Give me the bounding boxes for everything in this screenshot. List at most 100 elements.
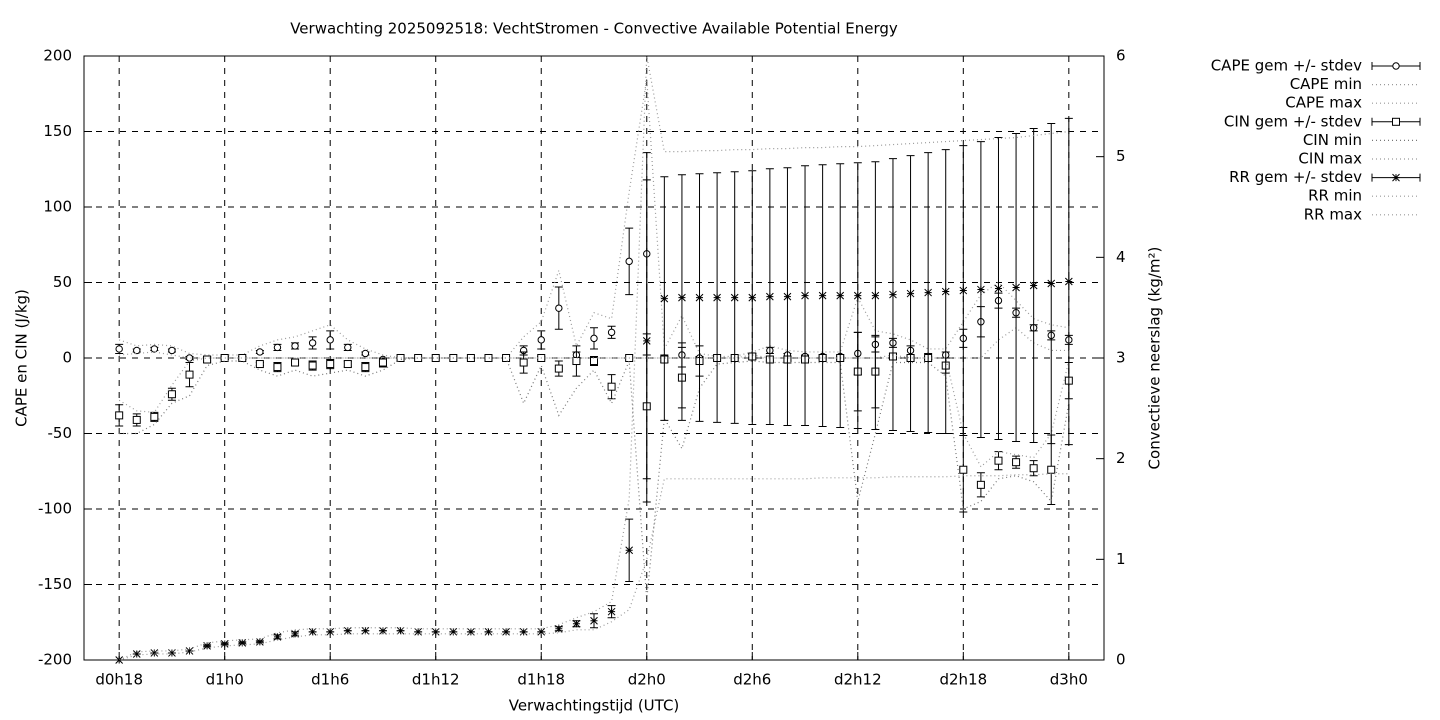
marker (115, 345, 123, 353)
marker (1047, 279, 1056, 288)
marker (941, 287, 950, 296)
marker (273, 363, 282, 372)
marker (467, 627, 475, 636)
marker (572, 357, 581, 366)
marker (713, 293, 721, 302)
marker (924, 288, 932, 297)
marker (590, 616, 598, 625)
marker (291, 342, 299, 350)
marker (537, 627, 546, 636)
marker (1029, 464, 1038, 473)
marker (519, 358, 528, 367)
marker (167, 390, 176, 399)
x-tick-label: d0h18 (95, 671, 143, 689)
marker (256, 638, 264, 646)
marker (590, 357, 598, 366)
marker (220, 640, 229, 648)
marker (625, 546, 634, 555)
legend-label: RR max (1304, 205, 1362, 223)
marker (344, 343, 352, 352)
legend-label: RR gem +/- stdev (1229, 168, 1362, 186)
x-tick-label: d2h6 (733, 671, 771, 689)
marker (555, 304, 563, 312)
marker (255, 360, 264, 369)
marker (976, 480, 985, 489)
marker (273, 343, 282, 352)
y-tick-label: 50 (53, 273, 72, 291)
y2-tick-label: 4 (1116, 248, 1126, 266)
y-tick-label: 100 (43, 198, 72, 216)
x-tick-label: d2h0 (628, 671, 666, 689)
marker (906, 289, 915, 298)
legend-label: CIN gem +/- stdev (1224, 112, 1362, 130)
marker (994, 456, 1003, 465)
y-tick-label: -150 (38, 575, 72, 593)
marker (150, 412, 159, 421)
x-tick-label: d2h18 (939, 671, 987, 689)
marker (203, 642, 211, 650)
marker (308, 361, 317, 370)
legend-label: CAPE max (1285, 94, 1362, 112)
marker (150, 649, 159, 657)
x-tick-label: d1h0 (206, 671, 244, 689)
marker (414, 354, 423, 362)
marker (484, 627, 493, 636)
x-tick-label: d3h0 (1050, 671, 1088, 689)
y-tick-label: 0 (62, 349, 72, 367)
marker (554, 624, 563, 633)
legend-label: CIN min (1303, 131, 1362, 149)
marker (308, 627, 317, 636)
marker (607, 328, 616, 337)
legend-label: RR min (1308, 187, 1362, 205)
marker (256, 348, 264, 356)
legend-marker (1392, 62, 1400, 70)
marker (1029, 281, 1038, 290)
y-tick-label: -200 (38, 651, 72, 669)
marker (730, 293, 739, 302)
marker (326, 627, 335, 636)
marker (1064, 277, 1073, 286)
y2-axis-label: Convectieve neerslag (kg/m²) (1146, 247, 1164, 470)
legend-marker (1392, 173, 1400, 182)
marker (291, 629, 299, 638)
legend-label: CAPE min (1290, 75, 1362, 93)
marker (185, 647, 194, 655)
legend-label: CIN max (1298, 150, 1362, 168)
marker (466, 354, 475, 362)
marker (660, 294, 669, 303)
marker (959, 286, 968, 295)
marker (889, 290, 897, 299)
y2-tick-label: 2 (1116, 449, 1126, 467)
marker (625, 257, 633, 266)
marker (748, 293, 757, 302)
x-axis-label: Verwachtingstijd (UTC) (509, 697, 680, 715)
marker (994, 284, 1003, 293)
marker (238, 639, 247, 647)
marker (502, 627, 510, 636)
marker (871, 291, 880, 300)
marker (836, 291, 845, 300)
marker (572, 619, 581, 628)
marker (343, 360, 352, 369)
marker (607, 382, 616, 391)
marker (695, 293, 704, 302)
marker (519, 627, 528, 636)
marker (185, 370, 194, 379)
marker (783, 292, 792, 301)
marker (361, 626, 370, 635)
marker (361, 363, 370, 372)
marker (133, 346, 141, 355)
y2-tick-label: 5 (1116, 147, 1126, 165)
marker (379, 626, 387, 635)
marker (642, 337, 651, 345)
legend-marker (1392, 117, 1400, 126)
marker (168, 649, 176, 657)
marker (1012, 458, 1021, 467)
marker (607, 607, 616, 616)
range-line (118, 78, 1069, 359)
marker (132, 415, 141, 424)
marker (766, 292, 774, 301)
marker (853, 291, 862, 300)
y-tick-label: -50 (48, 424, 73, 442)
x-tick-label: d1h12 (412, 671, 460, 689)
